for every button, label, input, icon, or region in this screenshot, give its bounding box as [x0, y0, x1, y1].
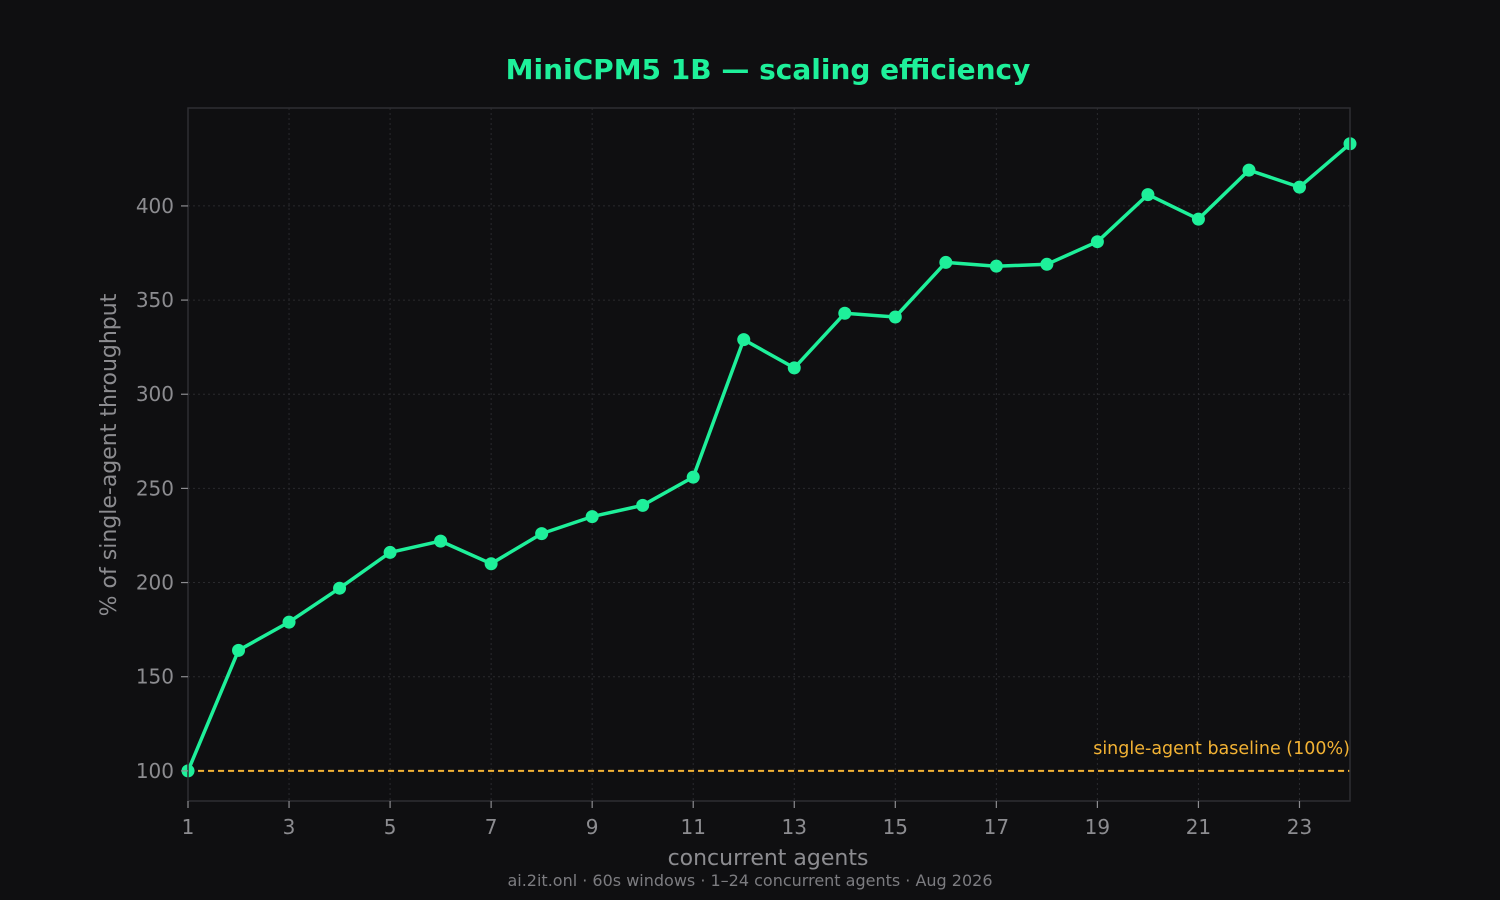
y-tick-label: 300 [136, 382, 174, 406]
data-point [939, 255, 953, 269]
footer-note: ai.2it.onl · 60s windows · 1–24 concurre… [507, 871, 992, 890]
x-tick-label: 17 [984, 815, 1009, 839]
data-point [1040, 257, 1054, 271]
data-point [1141, 188, 1155, 202]
data-point [838, 306, 852, 320]
y-tick-label: 100 [136, 759, 174, 783]
data-point [434, 534, 448, 548]
y-tick-label: 250 [136, 476, 174, 500]
data-point [333, 581, 347, 595]
y-tick-label: 400 [136, 194, 174, 218]
y-axis-ticks: 100 150 200 250 300 350 400 [136, 194, 188, 783]
x-tick-label: 9 [586, 815, 599, 839]
data-point [232, 643, 246, 657]
x-tick-label: 19 [1085, 815, 1110, 839]
x-tick-label: 1 [182, 815, 195, 839]
x-tick-label: 5 [384, 815, 397, 839]
x-tick-label: 13 [782, 815, 807, 839]
x-tick-label: 21 [1186, 815, 1211, 839]
y-tick-label: 350 [136, 288, 174, 312]
x-tick-label: 3 [283, 815, 296, 839]
baseline-label: single-agent baseline (100%) [1093, 739, 1350, 759]
series-line [186, 142, 1352, 773]
data-point [535, 527, 549, 541]
data-point [888, 310, 902, 324]
data-point [282, 615, 296, 629]
x-tick-label: 15 [883, 815, 908, 839]
data-point [636, 498, 650, 512]
data-point [737, 333, 751, 347]
x-tick-label: 23 [1287, 815, 1312, 839]
grid [187, 108, 1350, 801]
x-tick-label: 7 [485, 815, 498, 839]
data-point [383, 545, 397, 559]
series [181, 137, 1357, 778]
data-point [1090, 235, 1104, 249]
plot-frame [187, 107, 1351, 802]
data-point [585, 510, 599, 524]
x-axis-ticks: 1 3 5 7 9 11 13 15 17 19 21 23 [182, 801, 1312, 839]
data-point [1292, 180, 1306, 194]
x-axis-label: concurrent agents [668, 846, 869, 871]
data-point [1191, 212, 1205, 226]
data-point [686, 470, 700, 484]
y-axis-label: % of single-agent throughput [97, 293, 122, 616]
data-point [787, 361, 801, 375]
chart-title: MiniCPM5 1B — scaling efficiency [506, 53, 1031, 86]
data-point [484, 557, 498, 571]
y-tick-label: 150 [136, 665, 174, 689]
data-point [1242, 163, 1256, 177]
y-tick-label: 200 [136, 571, 174, 595]
data-point [989, 259, 1003, 273]
x-tick-label: 11 [680, 815, 705, 839]
